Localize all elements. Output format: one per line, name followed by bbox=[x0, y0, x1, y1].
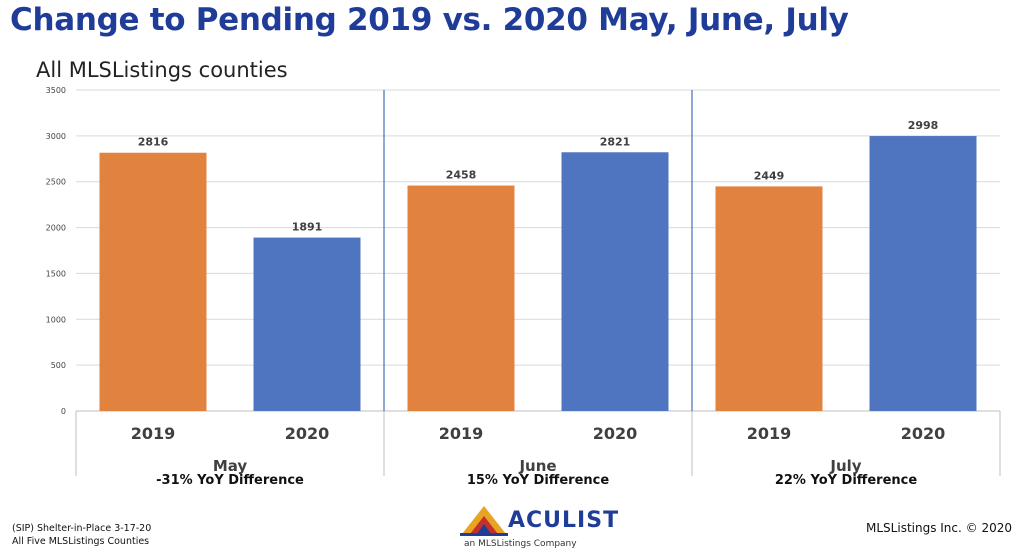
data-label: 1891 bbox=[292, 221, 323, 234]
logo-wordmark: ACULIST bbox=[508, 508, 620, 533]
group-yoy-difference: -31% YoY Difference bbox=[156, 473, 304, 488]
bar-july-2019 bbox=[715, 186, 823, 411]
group-label-month: July bbox=[829, 457, 861, 475]
data-label: 2821 bbox=[600, 135, 631, 148]
y-tick-label: 2500 bbox=[46, 178, 66, 187]
bar-may-2020 bbox=[253, 237, 361, 411]
y-tick-label: 500 bbox=[51, 361, 66, 370]
footer-copyright: MLSListings Inc. © 2020 bbox=[866, 521, 1012, 535]
house-triangle-icon bbox=[460, 506, 508, 536]
bar-chart: 0 500 1000 1500 2000 2500 3000 3500 2816 2019 1891… bbox=[46, 86, 1001, 488]
x-tick-label: 2020 bbox=[901, 424, 946, 443]
footer-counties-note: All Five MLSListings Counties bbox=[12, 536, 150, 547]
bar-june-2019 bbox=[407, 185, 515, 411]
x-tick-label: 2020 bbox=[285, 424, 330, 443]
data-label: 2816 bbox=[138, 136, 169, 149]
group-label-month: June bbox=[518, 457, 556, 475]
bar-june-2020 bbox=[561, 152, 669, 412]
chart-subtitle: All MLSListings counties bbox=[36, 58, 288, 82]
bar-may-2019 bbox=[99, 152, 207, 411]
y-tick-label: 3000 bbox=[46, 132, 66, 141]
x-tick-label: 2020 bbox=[593, 424, 638, 443]
y-tick-label: 1500 bbox=[46, 269, 66, 278]
y-tick-label: 3500 bbox=[46, 86, 66, 95]
logo-tagline: an MLSListings Company bbox=[464, 539, 577, 549]
group-label-month: May bbox=[213, 457, 248, 475]
data-label: 2998 bbox=[908, 119, 939, 132]
footer-sip-note: (SIP) Shelter-in-Place 3-17-20 bbox=[12, 523, 152, 534]
data-label: 2449 bbox=[754, 169, 785, 182]
data-label: 2458 bbox=[446, 169, 477, 182]
page-title: Change to Pending 2019 vs. 2020 May, Jun… bbox=[10, 2, 849, 38]
group-yoy-difference: 22% YoY Difference bbox=[775, 473, 918, 488]
y-tick-label: 2000 bbox=[46, 224, 66, 233]
x-tick-label: 2019 bbox=[747, 424, 792, 443]
x-tick-label: 2019 bbox=[131, 424, 176, 443]
group-yoy-difference: 15% YoY Difference bbox=[467, 473, 610, 488]
y-tick-label: 0 bbox=[61, 407, 66, 416]
y-tick-label: 1000 bbox=[46, 315, 66, 324]
bar-july-2020 bbox=[869, 136, 977, 411]
aculist-logo: ACULIST an MLSListings Company bbox=[458, 504, 618, 556]
x-tick-label: 2019 bbox=[439, 424, 484, 443]
footer-notes: (SIP) Shelter-in-Place 3-17-20 All Five … bbox=[12, 522, 151, 548]
